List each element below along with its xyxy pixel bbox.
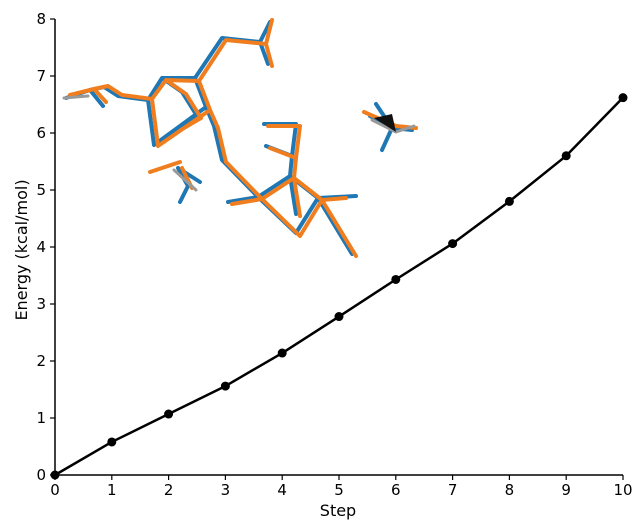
x-tick-label: 6 [391, 481, 401, 499]
x-tick-label: 3 [221, 481, 231, 499]
y-tick-label: 2 [36, 352, 46, 370]
y-axis-ticks: 0 1 2 3 4 5 6 7 8 [36, 10, 55, 484]
axes [54, 19, 623, 476]
data-point [618, 93, 628, 103]
x-tick-label: 9 [561, 481, 571, 499]
molecule-dark-wedge [374, 114, 396, 132]
data-point [107, 437, 117, 447]
x-tick-label: 10 [613, 481, 632, 499]
y-tick-label: 7 [36, 67, 46, 85]
series-group [50, 93, 628, 480]
y-axis-title: Energy (kcal/mol) [12, 179, 31, 320]
series-line [54, 96, 624, 477]
data-point [561, 151, 571, 161]
data-point [277, 348, 287, 358]
data-point [334, 312, 344, 322]
x-tick-label: 4 [277, 481, 287, 499]
x-tick-label: 1 [107, 481, 117, 499]
y-tick-label: 6 [36, 124, 46, 142]
data-point [391, 274, 401, 284]
y-tick-label: 8 [36, 10, 46, 28]
y-tick-label: 5 [36, 181, 46, 199]
x-tick-label: 8 [505, 481, 515, 499]
x-tick-label: 7 [448, 481, 458, 499]
y-tick-label: 3 [36, 295, 46, 313]
x-tick-label: 2 [164, 481, 174, 499]
data-point [504, 196, 514, 206]
y-tick-label: 1 [36, 409, 46, 427]
x-axis-title: Step [320, 501, 356, 520]
molecule-orange [68, 18, 418, 258]
x-tick-label: 0 [50, 481, 60, 499]
y-tick-label: 0 [36, 466, 46, 484]
data-point [220, 381, 230, 391]
data-point [448, 239, 458, 249]
data-point [164, 409, 174, 419]
x-axis-ticks: 0 1 2 3 4 5 6 7 8 9 10 [50, 475, 633, 499]
y-tick-label: 4 [36, 238, 46, 256]
molecular-overlay-image [62, 18, 418, 258]
data-point [50, 470, 60, 480]
x-tick-label: 5 [334, 481, 344, 499]
molecule-blue [64, 20, 414, 256]
